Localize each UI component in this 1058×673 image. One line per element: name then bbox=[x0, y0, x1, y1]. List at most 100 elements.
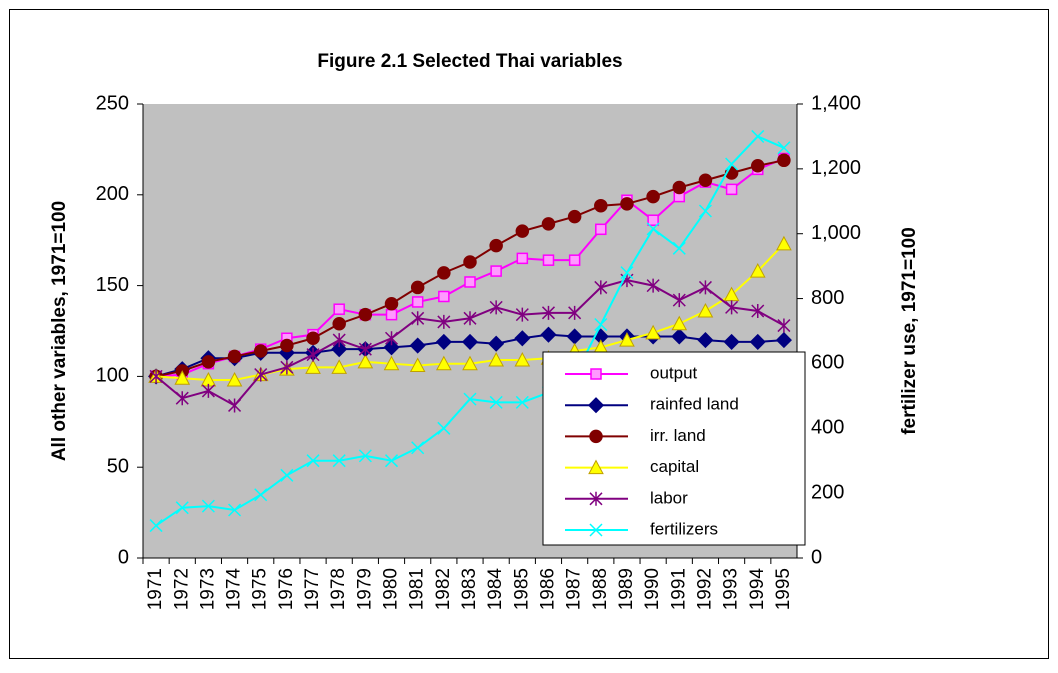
x-tick-label: 1989 bbox=[616, 568, 637, 610]
marker bbox=[411, 311, 425, 326]
marker bbox=[541, 217, 556, 231]
marker bbox=[174, 370, 191, 385]
marker bbox=[357, 353, 374, 369]
marker bbox=[332, 333, 346, 348]
marker bbox=[567, 209, 582, 224]
x-tick-label: 1994 bbox=[747, 568, 768, 611]
marker bbox=[280, 338, 294, 353]
marker bbox=[646, 222, 660, 236]
marker bbox=[358, 307, 373, 322]
marker bbox=[697, 302, 714, 318]
marker bbox=[619, 332, 635, 347]
y2-tick-label: 0 bbox=[811, 546, 822, 568]
marker bbox=[201, 355, 216, 369]
marker bbox=[620, 266, 634, 280]
marker bbox=[490, 265, 502, 277]
marker bbox=[464, 276, 476, 288]
marker bbox=[489, 238, 503, 253]
y2-tick-label: 1,400 bbox=[811, 92, 861, 114]
y2-tick-label: 200 bbox=[811, 481, 844, 503]
marker bbox=[306, 331, 320, 346]
x-tick-label: 1990 bbox=[642, 568, 663, 610]
marker bbox=[201, 499, 215, 513]
marker bbox=[306, 347, 320, 362]
marker bbox=[149, 519, 163, 533]
marker bbox=[516, 252, 529, 265]
marker bbox=[697, 332, 714, 349]
y2-tick-label: 1,000 bbox=[811, 222, 861, 244]
legend-marker bbox=[589, 523, 603, 537]
x-tick-label: 1975 bbox=[250, 568, 271, 610]
marker bbox=[383, 355, 400, 371]
marker bbox=[331, 341, 348, 358]
marker bbox=[514, 352, 531, 367]
marker bbox=[384, 454, 399, 468]
marker bbox=[410, 280, 425, 295]
marker bbox=[333, 303, 345, 315]
legend-label: rainfed land bbox=[650, 395, 739, 414]
marker bbox=[461, 333, 479, 350]
marker bbox=[488, 335, 505, 352]
marker bbox=[749, 333, 766, 350]
marker bbox=[438, 290, 450, 303]
marker bbox=[776, 235, 792, 251]
legend-label: capital bbox=[650, 457, 699, 476]
marker bbox=[306, 454, 320, 468]
marker bbox=[540, 326, 557, 343]
x-tick-label: 1976 bbox=[276, 568, 297, 610]
marker bbox=[280, 360, 294, 375]
marker bbox=[751, 304, 765, 319]
marker bbox=[358, 342, 372, 357]
marker bbox=[201, 383, 215, 398]
marker bbox=[463, 255, 477, 269]
marker bbox=[594, 317, 608, 332]
marker bbox=[672, 293, 686, 308]
marker bbox=[385, 308, 398, 321]
y-tick-label: 0 bbox=[118, 546, 129, 568]
y2-axis-label: fertilizer use, 1971=100 bbox=[899, 227, 920, 435]
x-tick-label: 1983 bbox=[459, 568, 480, 610]
legend-marker bbox=[588, 459, 604, 475]
x-tick-label: 1984 bbox=[485, 568, 506, 611]
marker bbox=[777, 153, 791, 168]
marker bbox=[671, 315, 688, 331]
marker bbox=[411, 441, 425, 455]
marker bbox=[515, 224, 530, 238]
marker bbox=[515, 307, 529, 322]
marker bbox=[411, 296, 424, 308]
marker bbox=[749, 263, 766, 278]
marker bbox=[383, 339, 400, 356]
marker bbox=[253, 344, 268, 358]
y-tick-label: 100 bbox=[96, 365, 129, 387]
marker bbox=[620, 197, 634, 211]
marker bbox=[332, 316, 346, 331]
marker bbox=[488, 352, 504, 367]
x-tick-label: 1988 bbox=[590, 568, 611, 610]
x-tick-label: 1978 bbox=[328, 568, 349, 610]
marker bbox=[646, 189, 660, 204]
marker bbox=[515, 395, 529, 409]
y-tick-label: 250 bbox=[96, 92, 129, 114]
marker bbox=[463, 392, 477, 406]
marker bbox=[331, 359, 348, 374]
legend-marker bbox=[589, 429, 603, 444]
legend-label: irr. land bbox=[650, 426, 706, 445]
marker bbox=[228, 398, 242, 413]
marker bbox=[384, 331, 399, 346]
chart-title: Figure 2.1 Selected Thai variables bbox=[317, 51, 622, 72]
x-tick-label: 1985 bbox=[511, 568, 532, 610]
y-axis-label: All other variables, 1971=100 bbox=[49, 201, 70, 461]
marker bbox=[671, 328, 688, 345]
marker bbox=[489, 300, 503, 315]
y2-tick-label: 600 bbox=[811, 352, 844, 374]
marker bbox=[542, 254, 555, 266]
marker bbox=[725, 183, 738, 196]
marker bbox=[175, 391, 189, 406]
marker bbox=[672, 180, 687, 195]
marker bbox=[646, 278, 660, 293]
marker bbox=[358, 449, 372, 463]
marker bbox=[409, 357, 426, 373]
marker bbox=[647, 214, 659, 226]
x-tick-label: 1992 bbox=[694, 568, 715, 610]
